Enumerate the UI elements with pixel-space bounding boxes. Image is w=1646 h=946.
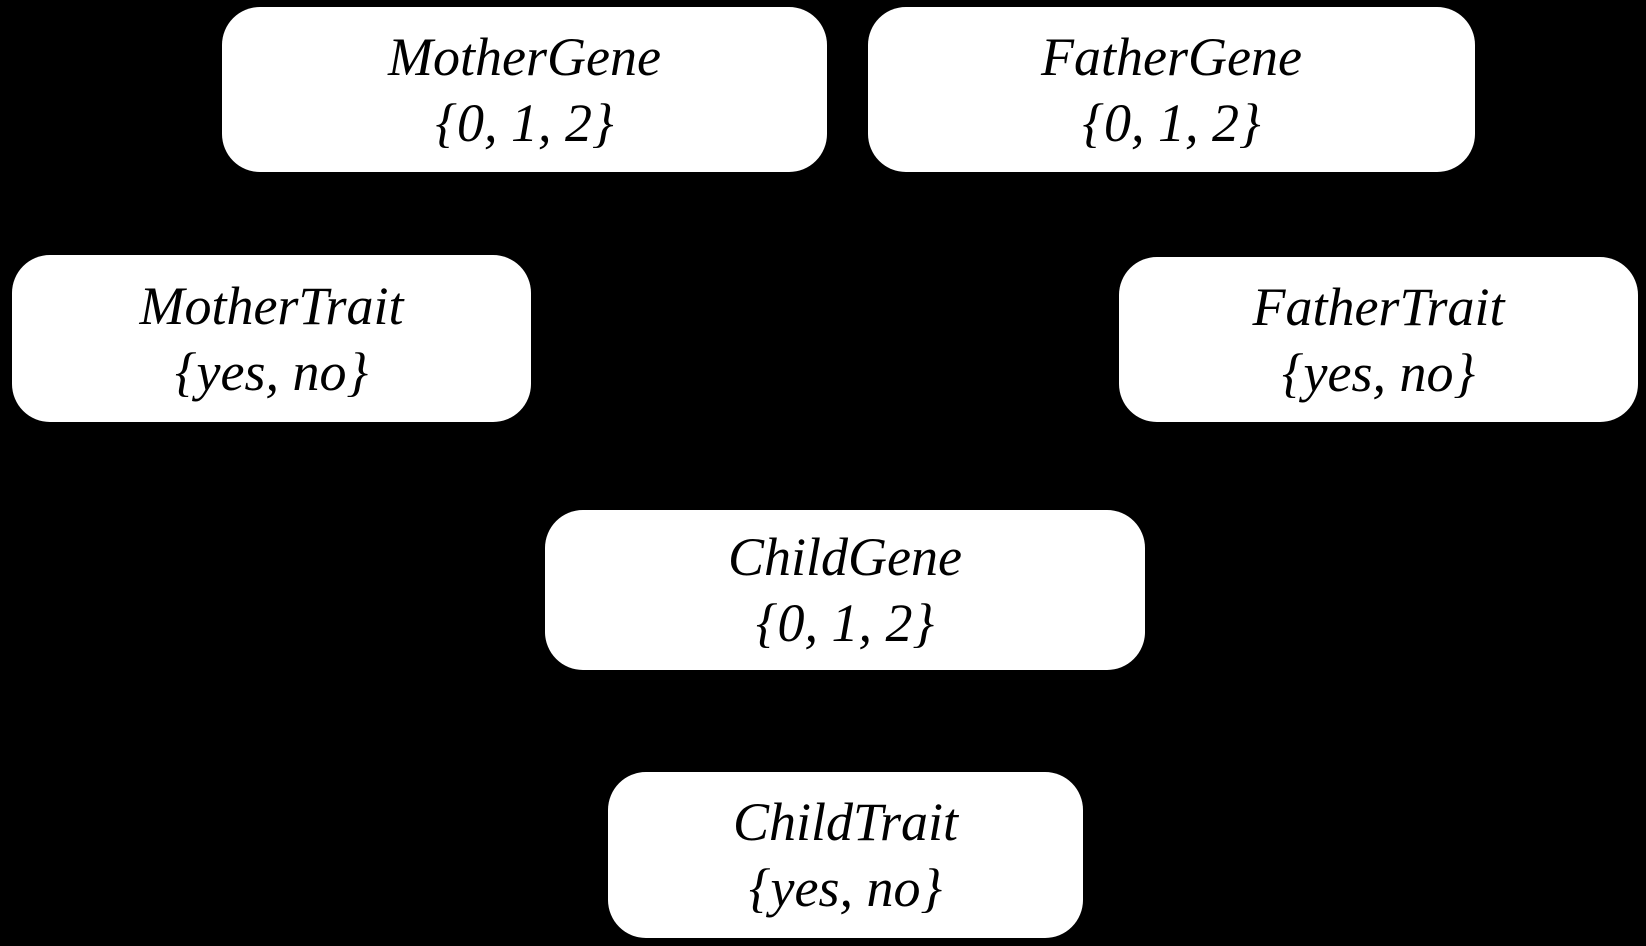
node-title: ChildTrait: [732, 792, 959, 852]
node-child-trait: ChildTrait {yes, no}: [608, 772, 1083, 938]
node-domain: {yes, no}: [748, 858, 943, 918]
node-father-trait: FatherTrait {yes, no}: [1119, 257, 1638, 422]
node-title: MotherGene: [388, 26, 661, 87]
node-title: FatherTrait: [1252, 276, 1505, 337]
node-title: ChildGene: [728, 527, 962, 587]
node-domain: {yes, no}: [1281, 342, 1476, 403]
node-mother-trait: MotherTrait {yes, no}: [12, 255, 531, 422]
node-domain: {0, 1, 2}: [1082, 92, 1261, 153]
node-domain: {0, 1, 2}: [755, 593, 935, 653]
node-domain: {0, 1, 2}: [435, 92, 614, 153]
node-mother-gene: MotherGene {0, 1, 2}: [222, 7, 827, 172]
node-child-gene: ChildGene {0, 1, 2}: [545, 510, 1145, 670]
node-title: FatherGene: [1041, 26, 1302, 87]
node-father-gene: FatherGene {0, 1, 2}: [868, 7, 1475, 172]
node-title: MotherTrait: [139, 275, 404, 336]
node-domain: {yes, no}: [174, 341, 369, 402]
